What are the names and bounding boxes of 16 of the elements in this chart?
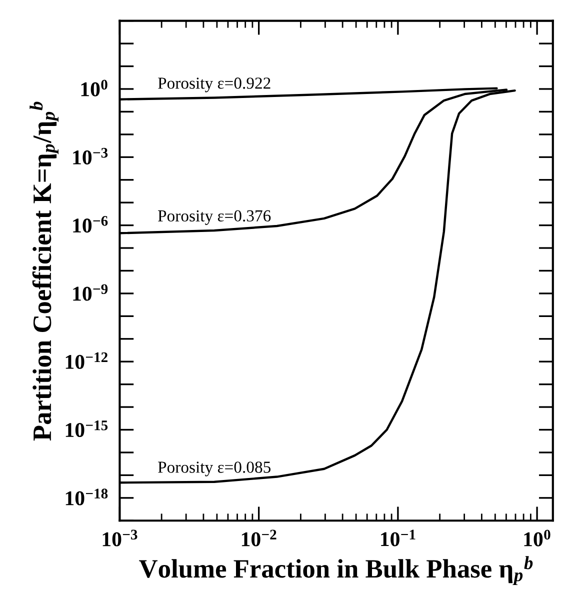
x-tick-label: 10$^{0}$	[524, 530, 550, 546]
series-label: Porosity ε=0.376	[158, 210, 271, 225]
series-label: Porosity ε=0.922	[158, 78, 270, 92]
y-axis-title: Partition Coefficient K=η$_{p}$/η$_{p}$$^{b}$	[30, 102, 58, 441]
y-tick-label: 10$^{−9}$	[73, 284, 108, 301]
x-tick-label: 10$^{−2}$	[242, 530, 276, 546]
x-tick-label: 10$^{−1}$	[381, 530, 416, 546]
y-tick-label: 10$^{0}$	[81, 80, 108, 96]
x-axis-title: Volume Fraction in Bulk Phase η$_{p}$$^{b}$	[139, 556, 533, 586]
x-tick-label: 10$^{−3}$	[102, 530, 138, 546]
y-tick-label: 10$^{−3}$	[73, 148, 108, 164]
series-label: Porosity ε=0.085	[158, 462, 271, 476]
y-tick-label: 10$^{−18}$	[66, 488, 108, 506]
y-tick-label: 10$^{−6}$	[73, 216, 108, 233]
y-tick-label: 10$^{−15}$	[66, 420, 108, 438]
y-tick-label: 10$^{−12}$	[66, 352, 108, 369]
